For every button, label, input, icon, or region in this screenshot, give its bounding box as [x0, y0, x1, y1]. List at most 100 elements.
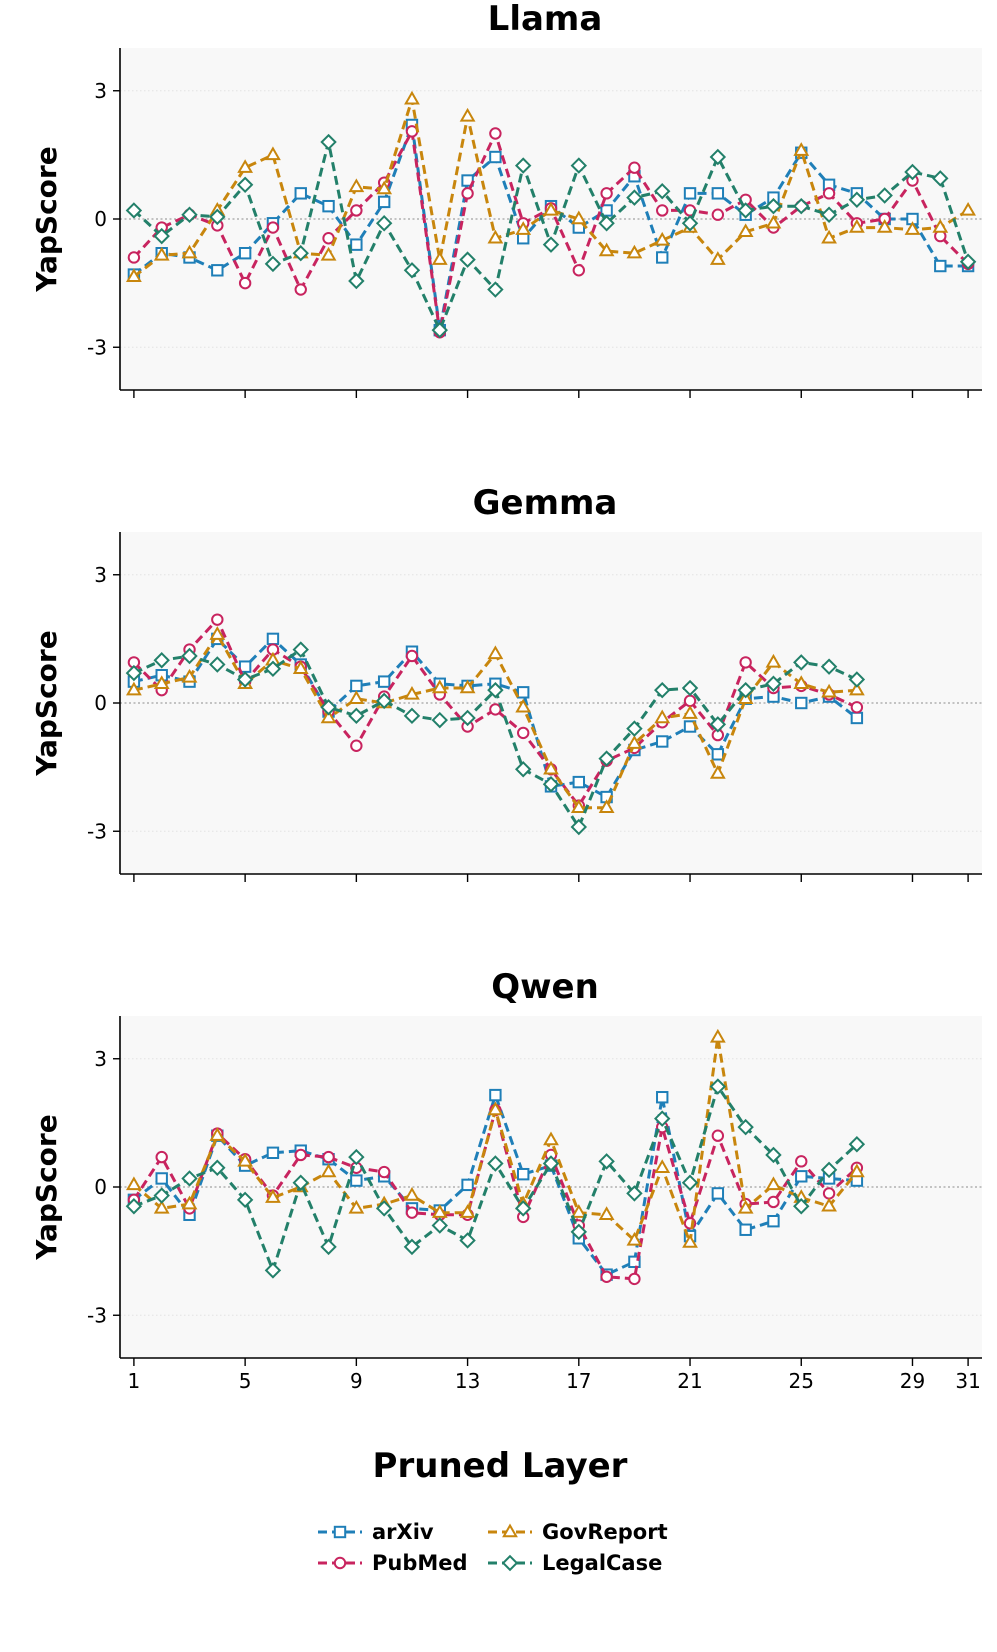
chart-title: Qwen	[491, 967, 599, 1007]
x-tick-label: 9	[350, 1369, 363, 1393]
data-point	[848, 671, 866, 688]
data-point	[932, 219, 949, 233]
chart-panel-gemma: -3 0 3 Gemma YapScore	[30, 483, 982, 882]
data-point	[543, 201, 559, 216]
data-point	[570, 1204, 587, 1218]
data-point	[709, 251, 726, 265]
data-point	[960, 201, 977, 216]
data-point	[264, 1262, 282, 1279]
legend-marker	[333, 1556, 347, 1570]
legend-item-pubmed: PubMed	[318, 1551, 468, 1575]
data-point	[737, 681, 754, 699]
data-point	[683, 694, 697, 708]
data-point	[320, 1163, 337, 1178]
data-point	[822, 1187, 836, 1200]
data-point	[211, 264, 224, 277]
data-point	[598, 750, 615, 767]
data-point	[376, 180, 393, 195]
legend-item-legalcase: LegalCase	[488, 1551, 662, 1575]
data-point	[487, 681, 504, 699]
data-point	[572, 775, 586, 789]
data-point	[626, 189, 643, 206]
series-legalcase	[125, 133, 977, 339]
data-point	[292, 641, 309, 658]
series-govreport	[125, 1028, 865, 1248]
data-point	[739, 1223, 752, 1236]
data-point	[153, 1199, 170, 1214]
plot-area	[120, 1016, 982, 1358]
data-point	[431, 321, 448, 339]
legend-label: arXiv	[372, 1520, 434, 1544]
data-point	[959, 253, 977, 270]
data-point	[238, 247, 252, 260]
data-point	[487, 645, 504, 660]
data-point	[515, 698, 532, 713]
data-point	[598, 799, 615, 813]
data-point	[405, 1206, 419, 1219]
data-point	[320, 709, 337, 724]
data-point	[348, 1148, 365, 1166]
data-point	[570, 1223, 588, 1241]
data-point	[209, 656, 226, 673]
data-point	[516, 686, 530, 699]
x-tick-label: 5	[239, 1369, 252, 1393]
data-point	[795, 1155, 808, 1168]
plot-area	[120, 48, 982, 390]
data-point	[626, 720, 643, 737]
y-tick-label: 0	[94, 1175, 107, 1199]
data-point	[266, 221, 280, 234]
data-point	[375, 1200, 393, 1217]
data-point	[570, 799, 587, 813]
y-tick-label: 3	[94, 1047, 107, 1071]
data-point	[737, 1118, 754, 1136]
data-point	[461, 1178, 474, 1192]
data-point	[487, 229, 504, 244]
chart-panel-llama: -3 0 3 Llama YapScore	[30, 0, 982, 398]
data-point	[598, 215, 615, 232]
y-tick-label: -3	[87, 819, 107, 843]
data-point	[514, 1200, 532, 1217]
data-point	[793, 675, 810, 689]
data-point	[711, 208, 725, 221]
data-point	[153, 227, 170, 245]
data-point	[570, 210, 587, 225]
legend-label: GovReport	[542, 1520, 668, 1544]
data-point	[626, 1185, 643, 1202]
data-point	[125, 664, 143, 682]
data-point	[459, 709, 476, 727]
data-point	[848, 1163, 865, 1178]
data-point	[821, 229, 837, 244]
x-tick-label: 29	[900, 1369, 925, 1393]
data-point	[600, 1270, 613, 1283]
data-point	[153, 1187, 170, 1204]
data-point	[237, 159, 254, 173]
legend-item-govreport: GovReport	[488, 1520, 668, 1544]
data-point	[656, 251, 669, 264]
data-point	[850, 711, 864, 725]
x-tick-label: 21	[677, 1369, 702, 1393]
y-tick-label: 3	[94, 563, 107, 587]
data-point	[656, 735, 669, 748]
data-point	[793, 142, 810, 156]
y-tick-label: 0	[94, 691, 107, 715]
data-point	[709, 765, 726, 779]
data-point	[711, 187, 725, 200]
data-point	[404, 685, 420, 700]
data-point	[431, 1217, 448, 1234]
data-point	[405, 649, 419, 663]
data-point	[350, 238, 363, 251]
data-point	[209, 1127, 226, 1141]
data-point	[626, 1231, 643, 1246]
data-point	[125, 1176, 142, 1191]
data-point	[821, 683, 837, 698]
data-point	[654, 1110, 671, 1127]
series-line	[132, 618, 858, 808]
data-point	[155, 1150, 168, 1164]
x-tick-label: 13	[455, 1369, 480, 1393]
data-point	[459, 251, 476, 268]
data-point	[265, 146, 281, 161]
data-point	[489, 150, 502, 164]
data-point	[350, 739, 363, 752]
data-point	[514, 761, 532, 778]
